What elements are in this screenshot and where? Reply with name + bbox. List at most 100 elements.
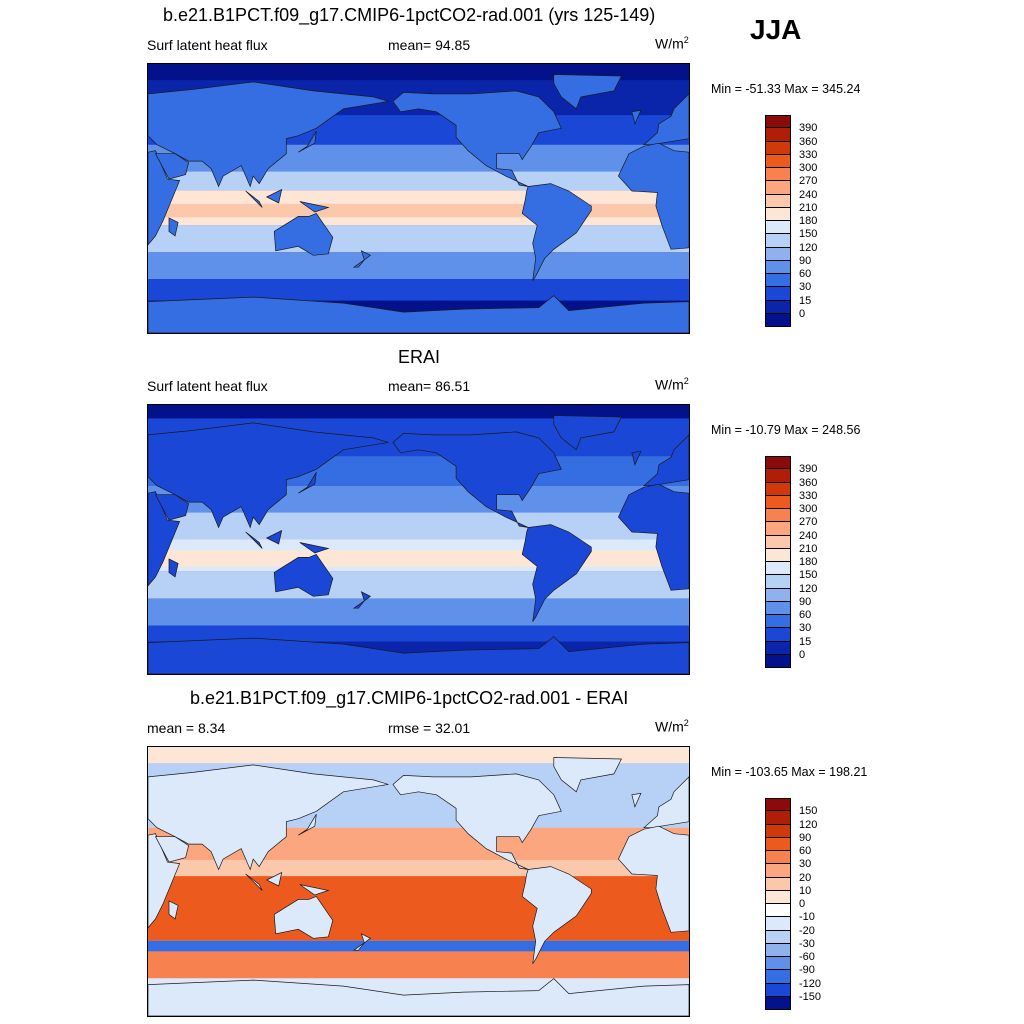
panel-2-map-svg bbox=[148, 405, 689, 674]
colorbar-swatch bbox=[765, 851, 791, 865]
panel-2-units: W/m2 bbox=[655, 376, 689, 393]
field-band bbox=[148, 252, 689, 280]
coastline bbox=[299, 542, 330, 554]
coastline bbox=[352, 942, 365, 951]
colorbar-tick-label: 330 bbox=[799, 489, 818, 502]
colorbar-swatch bbox=[765, 877, 791, 891]
coastline bbox=[392, 90, 562, 187]
coastline bbox=[148, 636, 689, 674]
colorbar-tick-label: 150 bbox=[799, 805, 818, 818]
colorbar-tick-label: 120 bbox=[799, 241, 818, 254]
colorbar-swatch bbox=[765, 274, 791, 288]
coastline bbox=[521, 866, 592, 964]
colorbar-tick-label: -150 bbox=[799, 990, 822, 1003]
colorbar-tick-label: 330 bbox=[799, 148, 818, 161]
colorbar-swatch bbox=[765, 798, 791, 812]
colorbar-swatch bbox=[765, 890, 791, 904]
panel-3-title: b.e21.B1PCT.f09_g17.CMIP6-1pctCO2-rad.00… bbox=[190, 688, 629, 708]
coastline bbox=[148, 81, 389, 188]
coastline bbox=[168, 900, 179, 920]
coastline bbox=[154, 494, 189, 521]
colorbar-tick-label: 120 bbox=[799, 582, 818, 595]
coastline bbox=[168, 558, 179, 578]
colorbar-swatch bbox=[765, 811, 791, 825]
panel-1-colorbar bbox=[765, 115, 791, 327]
colorbar-tick-label: 15 bbox=[799, 635, 812, 648]
panel-1-units: W/m2 bbox=[655, 35, 689, 52]
coastline bbox=[392, 431, 562, 528]
colorbar-swatch bbox=[765, 221, 791, 235]
panel-3-colorbar bbox=[765, 798, 791, 1010]
coastline bbox=[642, 434, 689, 487]
colorbar-swatch bbox=[765, 904, 791, 918]
coastline bbox=[617, 483, 689, 591]
colorbar-swatch bbox=[765, 641, 791, 655]
coastline bbox=[631, 109, 642, 125]
coastline bbox=[360, 250, 372, 261]
coastline bbox=[273, 553, 334, 597]
coastline bbox=[352, 259, 365, 268]
coastline bbox=[299, 884, 330, 896]
coastline bbox=[298, 131, 317, 153]
panel-2-title: ERAI bbox=[398, 347, 441, 367]
colorbar-swatch bbox=[765, 300, 791, 314]
colorbar-tick-label: 0 bbox=[799, 307, 806, 320]
colorbar-swatch bbox=[765, 115, 791, 129]
colorbar-swatch bbox=[765, 234, 791, 248]
colorbar-tick-label: -90 bbox=[799, 964, 815, 977]
coastline bbox=[245, 190, 263, 208]
colorbar-tick-label: -30 bbox=[799, 937, 815, 950]
coastline bbox=[642, 776, 689, 829]
colorbar-tick-label: 30 bbox=[799, 858, 812, 871]
colorbar-tick-label: 10 bbox=[799, 884, 812, 897]
colorbar-tick-label: 150 bbox=[799, 569, 818, 582]
coastline bbox=[154, 153, 189, 180]
field-band bbox=[148, 571, 689, 599]
coastline bbox=[273, 895, 334, 939]
colorbar-swatch bbox=[765, 482, 791, 496]
colorbar-swatch bbox=[765, 522, 791, 536]
field-band bbox=[148, 225, 689, 253]
colorbar-tick-label: 180 bbox=[799, 215, 818, 227]
colorbar-swatch bbox=[765, 141, 791, 155]
colorbar-swatch bbox=[765, 837, 791, 851]
coastline bbox=[148, 295, 689, 333]
colorbar-tick-label: 210 bbox=[799, 201, 818, 214]
panel-2-colorbar bbox=[765, 456, 791, 668]
colorbar-swatch bbox=[765, 654, 791, 668]
colorbar-tick-label: 60 bbox=[799, 609, 812, 621]
coastline bbox=[553, 415, 622, 451]
colorbar-tick-label: 240 bbox=[799, 529, 818, 542]
coastline bbox=[148, 422, 389, 529]
colorbar-swatch bbox=[765, 917, 791, 931]
coastline bbox=[360, 933, 372, 944]
colorbar-swatch bbox=[765, 194, 791, 208]
field-band bbox=[148, 279, 689, 301]
colorbar-swatch bbox=[765, 575, 791, 589]
colorbar-tick-label: -60 bbox=[799, 951, 815, 963]
colorbar-tick-label: 360 bbox=[799, 476, 818, 489]
colorbar-tick-label: 0 bbox=[799, 648, 806, 661]
colorbar-tick-label: 390 bbox=[799, 463, 818, 476]
colorbar-swatch bbox=[765, 983, 791, 997]
field-band bbox=[148, 876, 689, 941]
colorbar-swatch bbox=[765, 943, 791, 957]
colorbar-swatch bbox=[765, 181, 791, 195]
colorbar-tick-label: -120 bbox=[799, 977, 822, 990]
colorbar-swatch bbox=[765, 824, 791, 838]
coastline bbox=[617, 825, 689, 933]
coastline bbox=[148, 978, 689, 1016]
colorbar-swatch bbox=[765, 313, 791, 327]
coastline bbox=[617, 142, 689, 250]
coastline bbox=[298, 814, 317, 836]
field-band bbox=[148, 171, 689, 191]
colorbar-tick-label: 15 bbox=[799, 294, 812, 307]
coastline bbox=[298, 472, 317, 494]
panel-1-variable-label: Surf latent heat flux bbox=[147, 37, 268, 53]
colorbar-swatch bbox=[765, 247, 791, 261]
colorbar-swatch bbox=[765, 601, 791, 615]
colorbar-tick-label: 300 bbox=[799, 162, 818, 174]
colorbar-tick-label: 240 bbox=[799, 188, 818, 201]
panel-2-mean-label: mean= 86.51 bbox=[388, 378, 471, 394]
panel-1-mean-label: mean= 94.85 bbox=[388, 37, 471, 53]
